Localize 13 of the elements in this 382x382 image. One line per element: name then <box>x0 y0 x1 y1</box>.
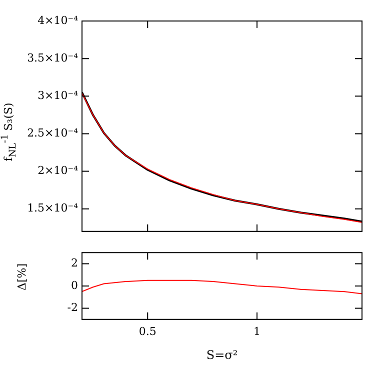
y-tick-label: 2×10⁻⁴ <box>38 164 79 178</box>
x-tick-label: 1 <box>254 324 260 338</box>
y-tick-label: 3.5×10⁻⁴ <box>27 51 79 64</box>
x-tick-label: 0.5 <box>138 324 156 338</box>
y-tick-label: -2 <box>67 301 78 314</box>
y-tick-label: 0 <box>71 278 78 292</box>
y-tick-label: 1.5×10⁻⁴ <box>27 202 79 215</box>
y-tick-label: 3×10⁻⁴ <box>38 89 79 102</box>
x-axis-title: S=σ² <box>206 348 238 362</box>
y-tick-label: 2.5×10⁻⁴ <box>27 126 79 140</box>
y-axis-title: Δ[%] <box>16 264 28 290</box>
y-tick-label: 2 <box>71 256 78 270</box>
y-tick-label: 4×10⁻⁴ <box>38 14 79 27</box>
